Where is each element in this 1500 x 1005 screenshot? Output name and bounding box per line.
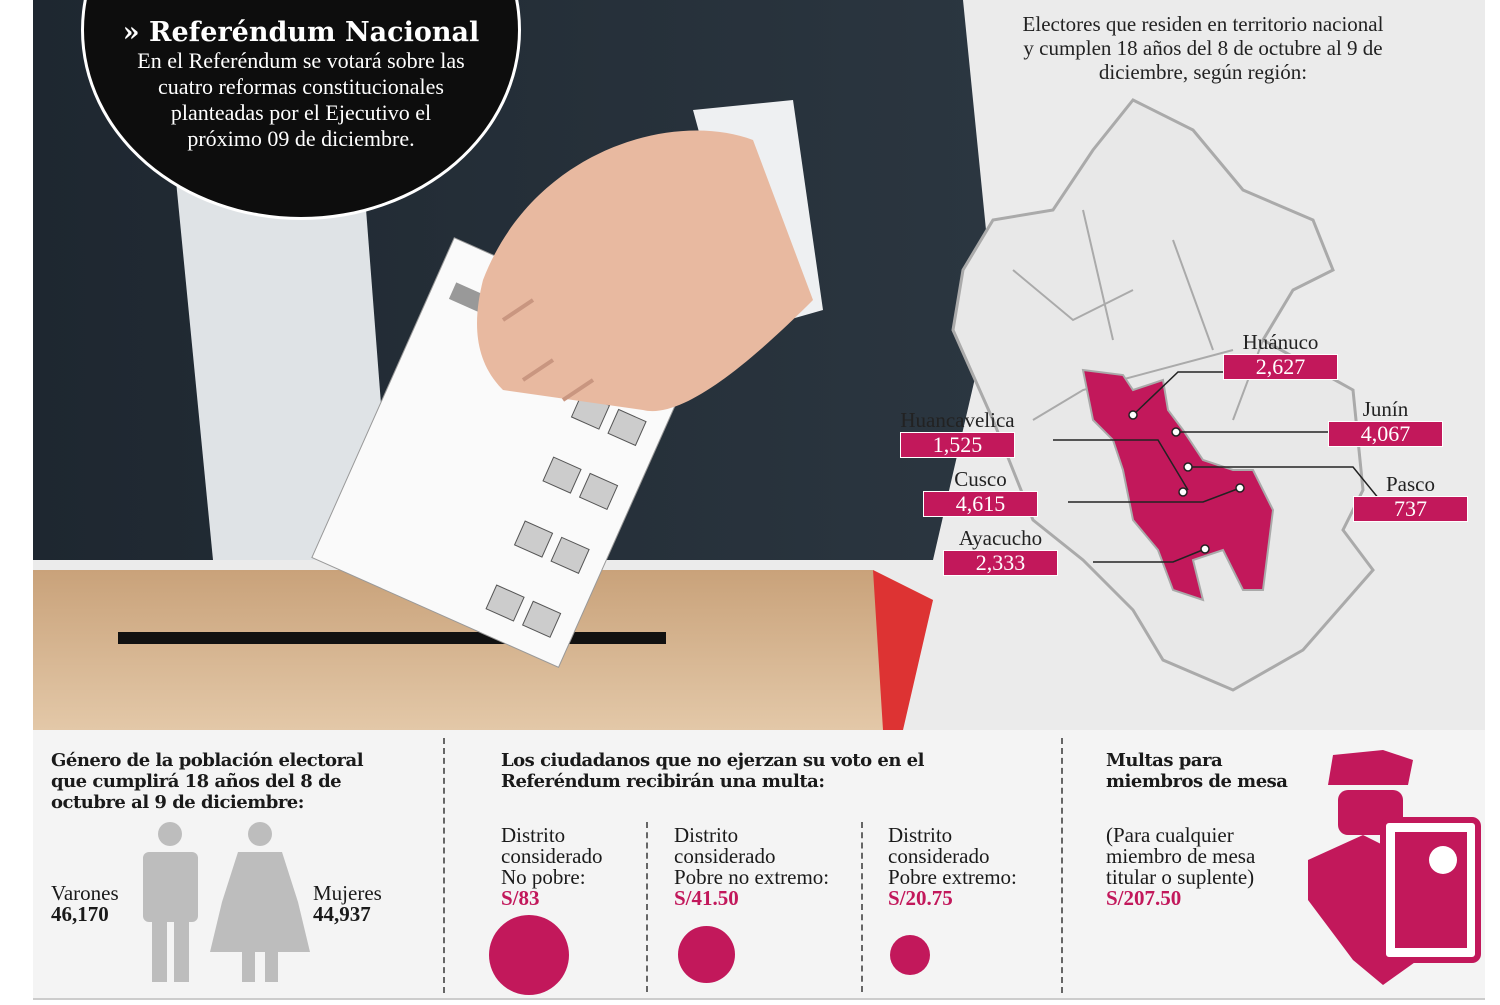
highlighted-regions xyxy=(1081,368,1275,602)
voting-photo xyxy=(33,0,1013,730)
women-value: 44,937 xyxy=(313,902,371,926)
male-icon xyxy=(143,822,198,982)
gender-icons xyxy=(143,822,310,982)
fine-item-pobre-no-extremo: Distrito considerado Pobre no extremo: S/41… xyxy=(674,823,830,910)
fine-circle-small xyxy=(890,935,930,975)
hero-section: » Referéndum Nacional En el Referéndum s… xyxy=(33,0,1485,730)
map-title: Electores que residen en territorio naci… xyxy=(1022,12,1384,84)
divider xyxy=(1061,738,1063,993)
map-label-pasco: Pasco 737 xyxy=(1353,472,1468,522)
divider xyxy=(646,822,648,992)
header-title: » Referéndum Nacional xyxy=(122,17,480,48)
map-label-cusco: Cusco 4,615 xyxy=(923,467,1038,517)
peru-map xyxy=(951,98,1389,692)
fine-circle-medium xyxy=(678,926,735,983)
divider xyxy=(861,822,863,992)
female-icon xyxy=(210,822,310,982)
members-title: Multas para miembros de mesa xyxy=(1106,750,1288,792)
map-label-huanuco: Huánuco 2,627 xyxy=(1223,330,1338,380)
fine-item-no-pobre: Distrito considerado No pobre: S/83 xyxy=(501,823,603,910)
women-label: Mujeres xyxy=(313,881,382,905)
men-value: 46,170 xyxy=(51,902,109,926)
divider xyxy=(443,738,445,993)
map-label-huancavelica: Huancavelica 1,525 xyxy=(900,408,1015,458)
fines-title: Los ciudadanos que no ejerzan su voto en… xyxy=(501,750,924,792)
map-label-junin: Junín 4,067 xyxy=(1328,397,1443,447)
members-note: (Para cualquier miembro de mesa titular … xyxy=(1106,823,1256,889)
map-label-ayacucho: Ayacucho 2,333 xyxy=(943,526,1058,576)
fine-circle-large xyxy=(489,915,569,995)
gender-title: Género de la población electoral que cum… xyxy=(51,750,364,813)
header-text: En el Referéndum se votará sobre las cua… xyxy=(137,48,465,151)
men-label: Varones xyxy=(51,881,119,905)
table-member-icon xyxy=(1308,750,1481,985)
info-panel: Género de la población electoral que cum… xyxy=(33,730,1485,1000)
fine-item-pobre-extremo: Distrito considerado Pobre extremo: S/20.75 xyxy=(888,823,1017,910)
members-value: S/207.50 xyxy=(1106,886,1182,910)
